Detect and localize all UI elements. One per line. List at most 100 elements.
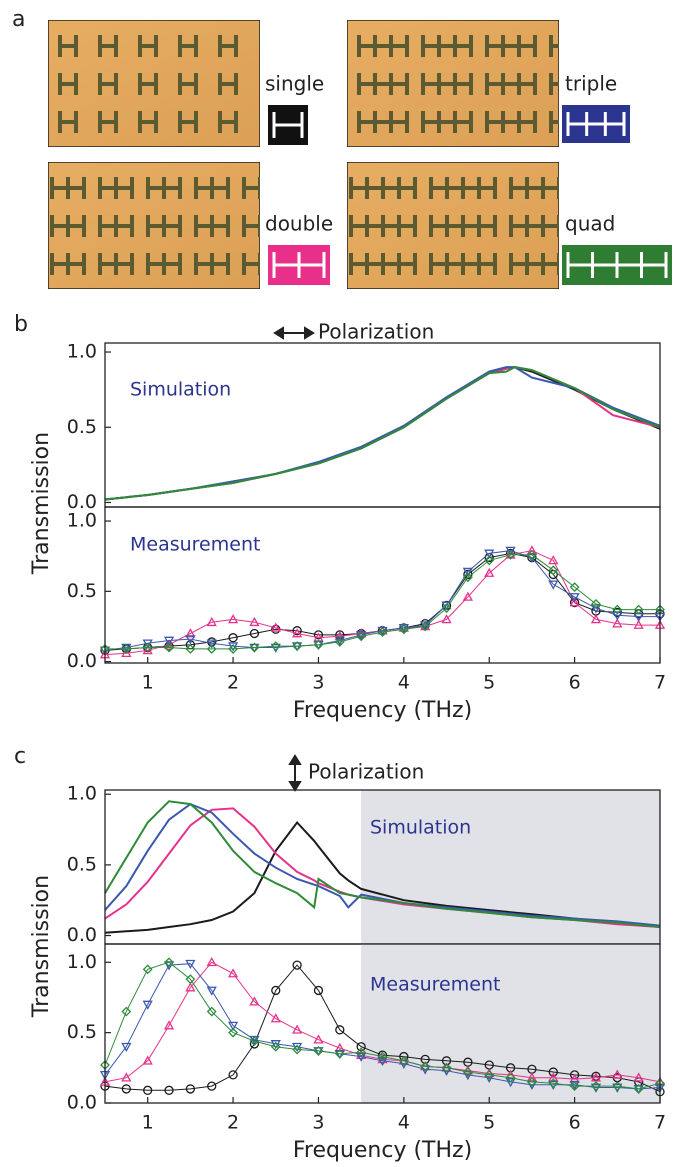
y-tick-label: 1.0 [67, 341, 97, 363]
marker [292, 641, 303, 652]
series-line [104, 550, 660, 651]
marker [270, 1013, 281, 1023]
resonator-bar [423, 82, 471, 86]
plot-frame [104, 342, 661, 508]
resonator-bar [423, 44, 471, 48]
resonator-bar [220, 82, 236, 86]
x-axis-label: Frequency (THz) [293, 1138, 472, 1163]
resonator-bar [573, 177, 577, 199]
series-line [104, 961, 661, 1090]
resonator-bar [60, 82, 76, 86]
y-axis-label: Transmission [29, 875, 54, 1018]
marker [249, 628, 260, 639]
marker [249, 616, 260, 627]
marker [590, 614, 602, 624]
marker [142, 1055, 153, 1065]
resonator-bar [359, 120, 407, 124]
marker [441, 614, 452, 624]
marker [334, 1048, 345, 1059]
resonator-bar [220, 44, 236, 48]
x-tick-label: 5 [483, 672, 495, 694]
x-tick-label: 3 [312, 1112, 324, 1134]
resonator-bar [431, 186, 495, 190]
marker [612, 1069, 623, 1079]
marker [484, 549, 495, 559]
marker [270, 622, 281, 632]
y-tick-label: 1.0 [67, 783, 97, 805]
resonator-bar [100, 186, 132, 190]
resonator-bar [274, 177, 278, 199]
marker [313, 1034, 324, 1044]
resonator-bar [196, 262, 228, 266]
y-tick-label: 0.0 [67, 1092, 97, 1114]
resonator-bar [487, 44, 535, 48]
marker [548, 1078, 559, 1089]
shaded-region [361, 944, 660, 1103]
y-tick-label: 0.0 [67, 650, 97, 672]
marker [377, 627, 388, 638]
marker [271, 985, 281, 996]
marker [420, 621, 431, 632]
marker [142, 1000, 153, 1010]
marker [228, 1070, 238, 1080]
marker [548, 555, 559, 565]
marker [121, 1072, 132, 1082]
y-axis-label: Transmission [29, 432, 54, 575]
sample-label: single [265, 72, 324, 96]
marker [591, 599, 601, 609]
x-tick-label: 6 [569, 1112, 581, 1134]
resonator-bar [140, 82, 156, 86]
resonator-bar [100, 44, 116, 48]
marker [505, 549, 516, 560]
y-tick-label: 0.5 [67, 580, 97, 602]
marker [377, 1056, 388, 1067]
marker [569, 1081, 580, 1092]
marker [569, 582, 580, 593]
marker [633, 604, 644, 615]
x-tick-label: 1 [142, 672, 154, 694]
marker [249, 642, 260, 653]
series-line [104, 800, 661, 928]
annotation: Measurement [370, 974, 500, 996]
marker [121, 1006, 132, 1017]
resonator-bar [511, 186, 559, 190]
marker [591, 1081, 601, 1092]
marker [185, 974, 196, 985]
y-tick-label: 0.0 [67, 924, 97, 946]
panel-label: c [14, 744, 26, 769]
marker [206, 616, 217, 627]
resonator-bar [100, 120, 116, 124]
marker [292, 626, 302, 636]
x-tick-label: 2 [227, 672, 239, 694]
marker [548, 565, 559, 576]
series-line [105, 554, 660, 650]
resonator-bar [511, 224, 559, 228]
marker [633, 1072, 644, 1082]
resonator-bar [351, 224, 415, 228]
marker [612, 604, 623, 615]
marker [185, 635, 196, 645]
marker [356, 1052, 367, 1062]
marker [142, 642, 153, 653]
marker [612, 611, 623, 621]
annotation: Simulation [370, 817, 471, 839]
marker [292, 960, 302, 970]
marker [228, 633, 238, 643]
resonator-bar [581, 35, 585, 57]
resonator-bar [148, 262, 180, 266]
plot-frame [104, 943, 661, 1104]
y-tick-label: 1.0 [67, 510, 97, 532]
marker [377, 1051, 388, 1062]
resonator-bar [100, 262, 132, 266]
marker [227, 1021, 239, 1031]
marker [356, 1047, 367, 1058]
marker [484, 555, 495, 566]
marker [185, 644, 196, 654]
resonator-bar [220, 120, 236, 124]
resonator-bar [551, 44, 559, 48]
marker [612, 1081, 623, 1092]
marker [441, 603, 452, 614]
marker [121, 1042, 132, 1053]
x-tick-label: 7 [654, 1112, 666, 1134]
marker [527, 1076, 537, 1087]
